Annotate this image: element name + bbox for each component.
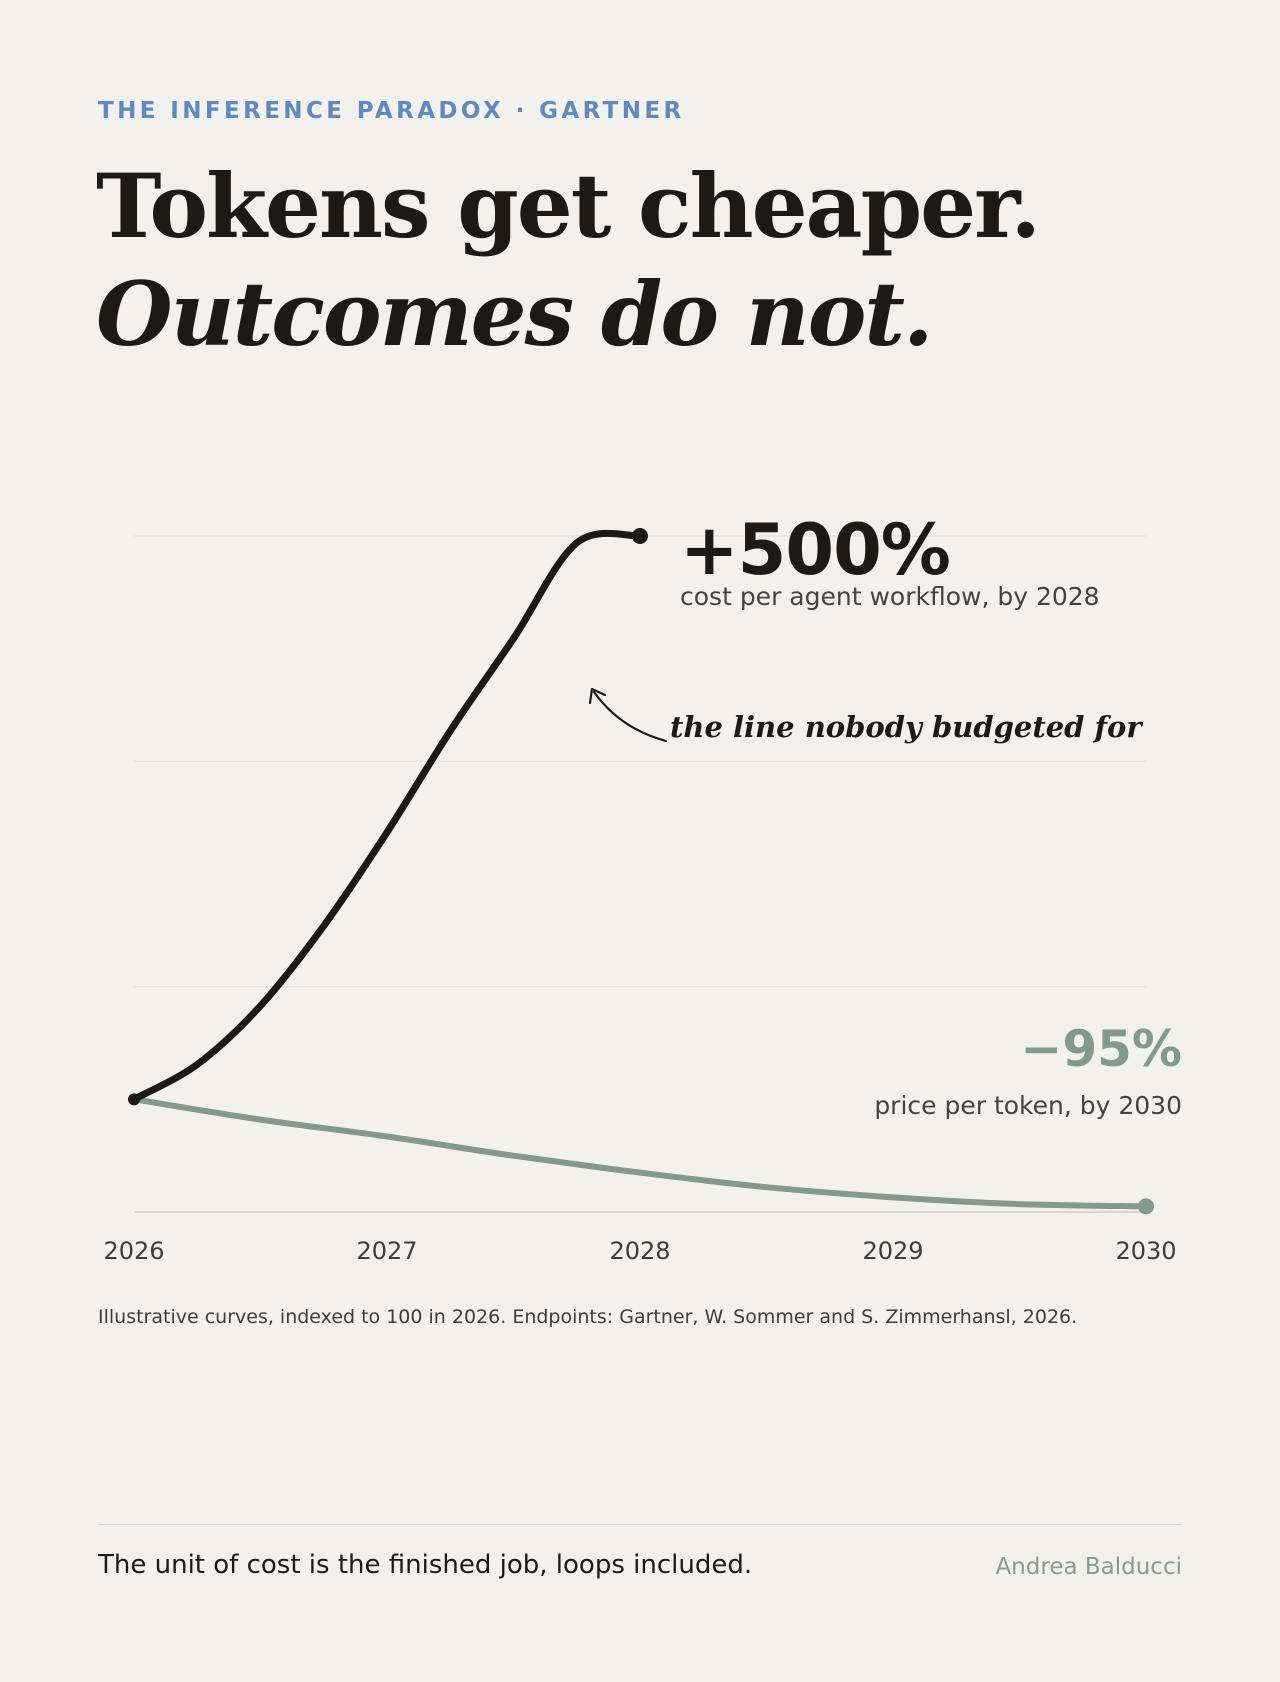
annotation-label: the line nobody budgeted for [670, 710, 1144, 744]
headline: Tokens get cheaper. Outcomes do not. [96, 152, 1041, 368]
workflow-end-label: +500% [680, 509, 950, 591]
chart-series [128, 528, 1154, 1215]
source-note: Illustrative curves, indexed to 100 in 2… [98, 1306, 1078, 1328]
footer-tagline: The unit of cost is the finished job, lo… [98, 1550, 753, 1580]
annotation-arrowhead [588, 687, 607, 705]
headline-line-1: Tokens get cheaper. [96, 154, 1041, 258]
token-end-sublabel: price per token, by 2030 [874, 1091, 1182, 1120]
x-tick-label: 2030 [1115, 1237, 1176, 1265]
workflow-end-point [632, 528, 648, 544]
x-tick-label: 2029 [862, 1237, 923, 1265]
workflow-line [130, 529, 644, 1103]
chart-annotation: the line nobody budgeted for [588, 687, 1144, 744]
x-tick-label: 2028 [609, 1237, 670, 1265]
series-end-labels: +500%cost per agent workflow, by 2028 −95… [680, 509, 1182, 1120]
start-point [128, 1093, 140, 1106]
token-end-label: −95% [1020, 1020, 1182, 1078]
x-tick-label: 2026 [103, 1237, 164, 1265]
cost-chart: 2026 2027 2028 2029 2030 the line nobody bud… [103, 509, 1182, 1265]
workflow-end-sublabel: cost per agent workflow, by 2028 [680, 582, 1100, 611]
kicker: THE INFERENCE PARADOX · GARTNER [98, 98, 685, 124]
headline-line-2: Outcomes do not. [96, 262, 934, 366]
author-credit: Andrea Balducci [995, 1554, 1182, 1580]
token-line [131, 1096, 1149, 1210]
chart-grid [134, 535, 1146, 1213]
annotation-arrow [592, 690, 668, 743]
token-end-point [1138, 1198, 1154, 1215]
x-axis-ticks: 2026 2027 2028 2029 2030 [103, 1237, 1176, 1265]
footer-divider [98, 1524, 1182, 1525]
x-tick-label: 2027 [356, 1237, 417, 1265]
